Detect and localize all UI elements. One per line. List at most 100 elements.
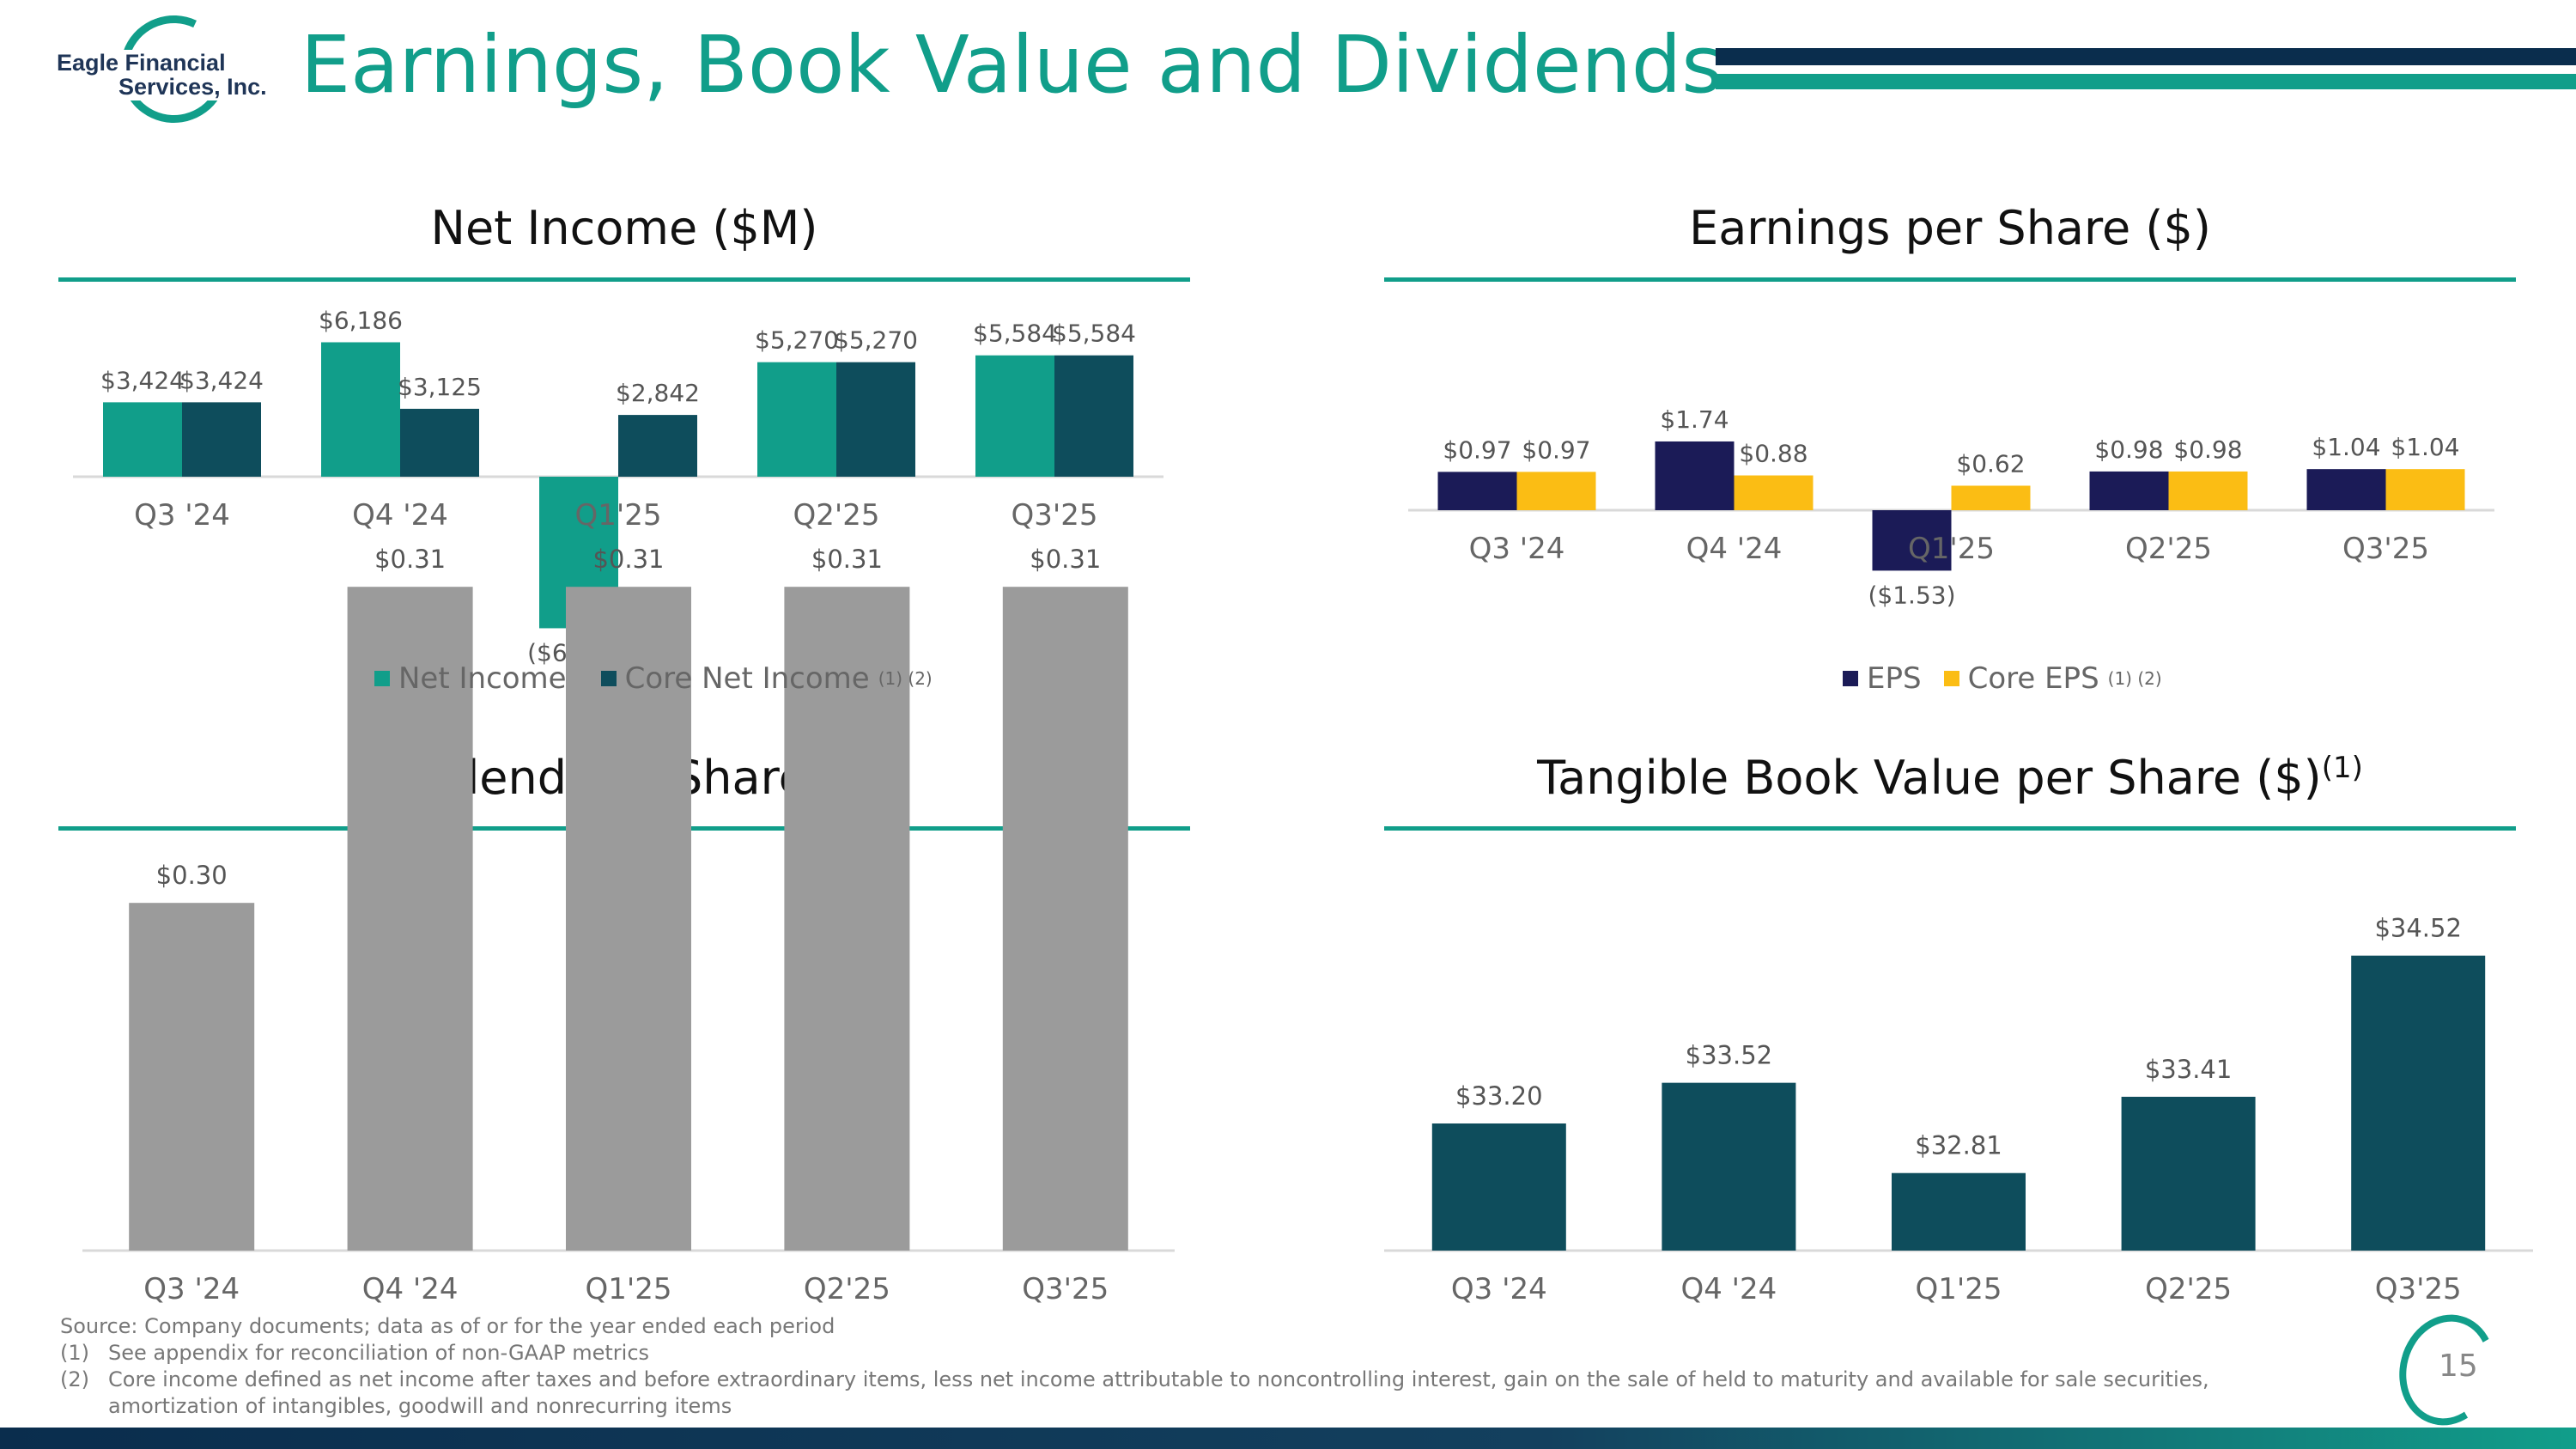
dividend-bar-1 [347, 587, 473, 1251]
eps-title: Earnings per Share ($) [1689, 201, 2211, 255]
dividend-label-2: $0.31 [592, 545, 664, 574]
legend-swatch-dark-teal [600, 671, 617, 686]
footnote-1-num: (1) [60, 1341, 89, 1365]
eps-label-0-4: $1.04 [2312, 433, 2380, 461]
tbv-label-4: $34.52 [2374, 914, 2461, 943]
tbv-bar-2 [1892, 1172, 2026, 1251]
tbv-bar-3 [2121, 1096, 2256, 1251]
dividend-label-0: $0.30 [156, 861, 228, 890]
footnote-2-cont: amortization of intangibles, goodwill an… [108, 1394, 732, 1418]
tbv-tick-2: Q1'25 [1915, 1272, 2002, 1306]
footnote-1: (1) See appendix for reconciliation of no… [60, 1341, 649, 1365]
footnote-2-text: Core income defined as net income after … [108, 1367, 2209, 1391]
dividend-tick-1: Q4 '24 [362, 1272, 459, 1306]
tbv-tick-3: Q2'25 [2145, 1272, 2232, 1306]
legend-swatch-gold [1943, 671, 1959, 686]
tbv-label-0: $33.20 [1455, 1081, 1542, 1111]
eps-tick-2: Q1'25 [1908, 532, 1995, 566]
dividend-label-3: $0.31 [811, 545, 883, 574]
net_income-label-1-0: $3,424 [179, 366, 264, 394]
eps-label-1-4: $1.04 [2391, 433, 2459, 461]
net_income-label-0-0: $3,424 [100, 366, 185, 394]
dividend-tick-2: Q1'25 [585, 1272, 671, 1306]
eps-bar-0-3 [2089, 471, 2169, 510]
legend-net-income-label: Net Income [398, 661, 567, 696]
net_income-label-1-1: $3,125 [398, 373, 482, 401]
tbv-label-2: $32.81 [1915, 1131, 2002, 1160]
tbv-bar-4 [2351, 955, 2486, 1251]
tbv-tick-0: Q3 '24 [1451, 1272, 1547, 1306]
tbv-title: Tangible Book Value per Share ($)(1) [1384, 751, 2516, 805]
eps-label-1-3: $0.98 [2173, 435, 2242, 464]
eps-label-0-0: $0.97 [1443, 435, 1511, 464]
eps-tick-0: Q3 '24 [1469, 532, 1565, 566]
dividend-label-4: $0.31 [1030, 545, 1101, 574]
footnote-2: (2) Core income defined as net income aft… [60, 1367, 2209, 1391]
net_income-tick-2: Q1'25 [574, 498, 661, 533]
tbv-tick-1: Q4 '24 [1680, 1272, 1777, 1306]
dividend-tick-3: Q2'25 [804, 1272, 890, 1306]
net_income-bar-1-3 [836, 362, 915, 477]
net_income-label-0-4: $5,584 [973, 320, 1057, 348]
tbv-bar-0 [1431, 1123, 1566, 1251]
legend-note: (1) (2) [2107, 668, 2162, 689]
eps-bar-1-4 [2385, 469, 2465, 510]
net_income-tick-1: Q4 '24 [352, 498, 448, 533]
page-number: 15 [2439, 1349, 2478, 1384]
legend-core-net-income: Core Net Income (1) (2) [600, 661, 933, 696]
eps-bar-1-1 [1734, 475, 1814, 510]
page-title: Earnings, Book Value and Dividends [301, 19, 1723, 111]
net_income-bar-0-0 [103, 402, 182, 477]
eps-bar-1-3 [2168, 471, 2248, 510]
logo-text-line1: Eagle Financial [55, 50, 228, 76]
footnote-source: Source: Company documents; data as of or… [60, 1314, 835, 1338]
eps-tick-3: Q2'25 [2125, 532, 2212, 566]
company-logo: Eagle Financial Services, Inc. [52, 0, 269, 138]
net-income-legend: Net Income Core Net Income (1) (2) [374, 661, 967, 696]
eps-tick-1: Q4 '24 [1686, 532, 1783, 566]
eps-label-1-1: $0.88 [1739, 440, 1807, 468]
eps-rule [1384, 277, 2516, 282]
net_income-bar-1-4 [1054, 355, 1133, 477]
tbv-title-text: Tangible Book Value per Share ($) [1537, 751, 2322, 805]
header-rule-teal [1716, 74, 2576, 89]
net_income-tick-4: Q3'25 [1011, 498, 1097, 533]
footnote-2-num: (2) [60, 1367, 89, 1391]
header-rule-navy [1716, 48, 2576, 65]
net_income-tick-3: Q2'25 [793, 498, 879, 533]
tbv-rule [1384, 826, 2516, 831]
legend-swatch-navy [1843, 671, 1858, 686]
dividend-label-1: $0.31 [374, 545, 446, 574]
eps-bar-1-0 [1516, 472, 1596, 510]
eps-bar-0-4 [2306, 469, 2386, 510]
eps-label-0-1: $1.74 [1660, 405, 1728, 434]
legend-swatch-teal [374, 671, 390, 686]
tbv-label-1: $33.52 [1686, 1041, 1772, 1070]
legend-eps: EPS [1843, 661, 1922, 696]
footnote-1-text: See appendix for reconciliation of non-G… [108, 1341, 650, 1365]
net-income-rule [58, 277, 1190, 282]
legend-core-net-income-label: Core Net Income [624, 661, 870, 696]
net_income-label-1-4: $5,584 [1052, 320, 1136, 348]
dividend-bar-4 [1002, 587, 1128, 1251]
legend-eps-label: EPS [1867, 661, 1922, 696]
tbv-tick-4: Q3'25 [2375, 1272, 2462, 1306]
eps-label-1-0: $0.97 [1522, 435, 1590, 464]
eps-bar-0-1 [1655, 441, 1735, 510]
dividend-tick-4: Q3'25 [1022, 1272, 1109, 1306]
net-income-title: Net Income ($M) [430, 201, 818, 255]
net_income-tick-0: Q3 '24 [134, 498, 230, 533]
dividend-bar-3 [784, 587, 910, 1251]
dividend-tick-0: Q3 '24 [143, 1272, 240, 1306]
net_income-bar-0-1 [321, 342, 400, 477]
bottom-band [0, 1428, 2576, 1449]
net_income-bar-1-1 [400, 408, 479, 477]
eps-legend: EPS Core EPS (1) (2) [1843, 661, 2196, 696]
net_income-label-0-1: $6,186 [319, 306, 403, 334]
eps-bar-0-2 [1872, 510, 1952, 571]
logo-text-line2: Services, Inc. [117, 74, 269, 100]
net_income-bar-0-4 [975, 355, 1054, 477]
net_income-bar-0-3 [757, 362, 836, 477]
eps-bar-0-0 [1437, 472, 1517, 510]
